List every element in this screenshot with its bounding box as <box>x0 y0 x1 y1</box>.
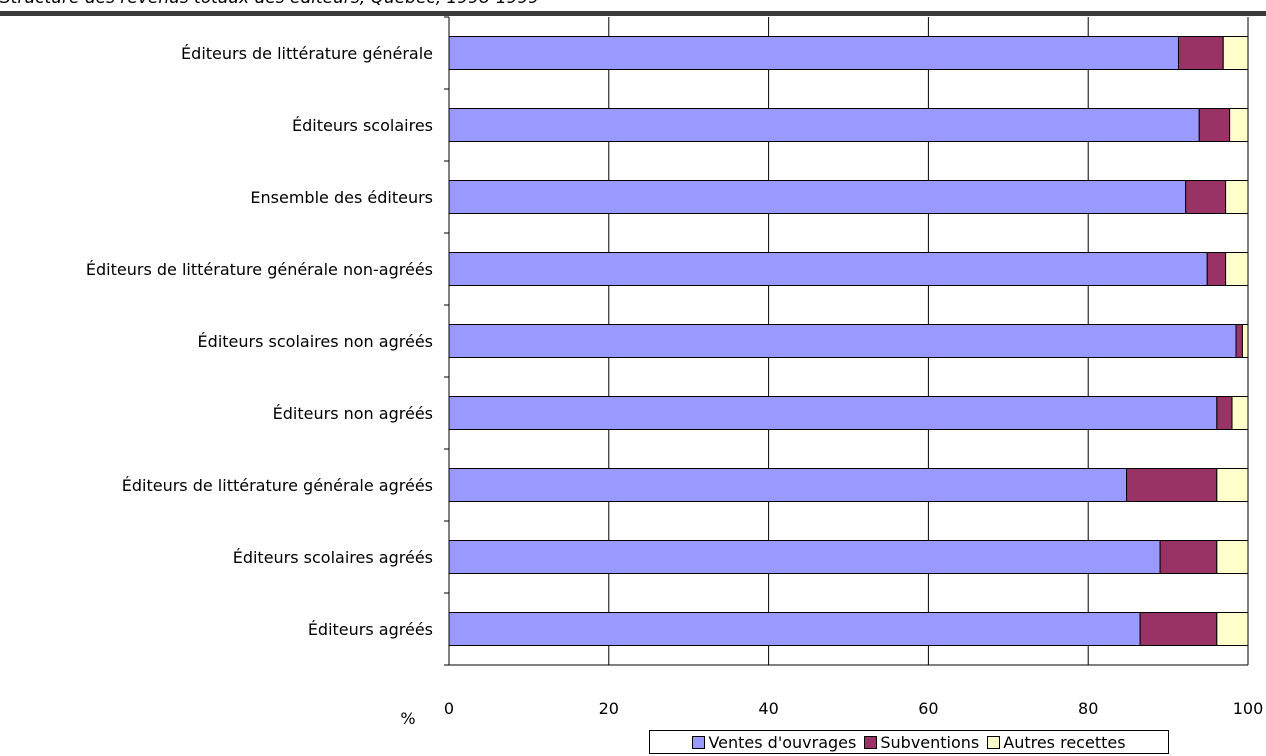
category-label-4: Éditeurs scolaires non agréés <box>198 332 433 351</box>
bar-2-series-2 <box>1225 180 1249 214</box>
bar-0-series-2 <box>1222 36 1249 70</box>
x-tick-label-100: 100 <box>1233 699 1264 718</box>
category-label-1: Éditeurs scolaires <box>292 116 433 135</box>
bar-1-series-0 <box>448 108 1200 142</box>
legend-label-subventions: Subventions <box>880 732 980 752</box>
bar-1-series-1 <box>1198 108 1231 142</box>
bar-4-series-1 <box>1235 324 1243 358</box>
bar-4-series-0 <box>448 324 1237 358</box>
bar-1-series-2 <box>1229 108 1249 142</box>
legend-label-autres: Autres recettes <box>1003 732 1126 752</box>
legend-swatch-ventes <box>692 735 706 749</box>
bar-3-series-0 <box>448 252 1208 286</box>
category-label-0: Éditeurs de littérature générale <box>181 44 433 63</box>
bar-0-series-0 <box>448 36 1179 70</box>
bar-0-series-1 <box>1177 36 1224 70</box>
bar-5-series-1 <box>1216 396 1233 430</box>
bar-2-series-0 <box>448 180 1187 214</box>
x-tick-label-80: 80 <box>1078 699 1098 718</box>
x-tick-label-40: 40 <box>758 699 778 718</box>
bar-8-series-0 <box>448 612 1141 646</box>
category-label-2: Ensemble des éditeurs <box>250 188 433 207</box>
bar-6-series-0 <box>448 468 1128 502</box>
legend-item-ventes: Ventes d'ouvrages <box>692 733 856 752</box>
legend-label-ventes: Ventes d'ouvrages <box>708 732 857 752</box>
bar-4-series-2 <box>1241 324 1249 358</box>
x-tick-label-20: 20 <box>599 699 619 718</box>
x-tick-label-60: 60 <box>918 699 938 718</box>
bar-3-series-1 <box>1206 252 1227 286</box>
x-axis-label: % <box>400 709 415 728</box>
legend-swatch-autres <box>987 735 1001 749</box>
bar-5-series-0 <box>448 396 1218 430</box>
category-label-3: Éditeurs de littérature générale non-agr… <box>86 260 433 279</box>
legend: Ventes d'ouvrages Subventions Autres rec… <box>649 730 1169 754</box>
chart-caption: Structure des revenus totaux des éditeur… <box>0 0 539 8</box>
bar-3-series-2 <box>1225 252 1249 286</box>
legend-swatch-subventions <box>864 735 878 749</box>
bar-7-series-1 <box>1159 540 1218 574</box>
bar-7-series-2 <box>1216 540 1249 574</box>
category-label-6: Éditeurs de littérature générale agréés <box>122 476 433 495</box>
bar-8-series-1 <box>1139 612 1218 646</box>
bar-2-series-1 <box>1185 180 1227 214</box>
bar-5-series-2 <box>1231 396 1249 430</box>
header-rule <box>0 11 1266 16</box>
category-label-7: Éditeurs scolaires agréés <box>233 548 433 567</box>
bar-7-series-0 <box>448 540 1161 574</box>
legend-item-autres: Autres recettes <box>987 732 1126 752</box>
category-label-8: Éditeurs agréés <box>308 620 433 639</box>
category-label-5: Éditeurs non agréés <box>273 404 433 423</box>
legend-item-subventions: Subventions <box>864 733 979 752</box>
bar-6-series-2 <box>1216 468 1249 502</box>
bar-6-series-1 <box>1126 468 1218 502</box>
x-tick-label-0: 0 <box>444 699 454 718</box>
bar-8-series-2 <box>1216 612 1249 646</box>
